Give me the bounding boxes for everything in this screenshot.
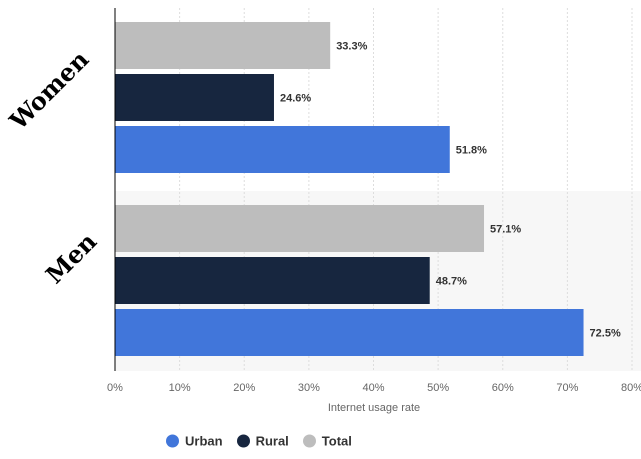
legend-item-total[interactable]: Total <box>302 433 352 449</box>
legend-dot-rural <box>236 434 250 448</box>
bar-women-total[interactable] <box>115 22 331 69</box>
x-tick-label: 50% <box>427 382 449 394</box>
x-tick-label: 60% <box>492 382 514 394</box>
bar-men-total[interactable] <box>115 205 485 252</box>
x-tick-label: 10% <box>169 382 191 394</box>
bar-men-urban[interactable] <box>115 309 584 356</box>
legend-item-rural[interactable]: Rural <box>236 433 289 449</box>
x-tick-label: 20% <box>233 382 255 394</box>
legend-dot-total <box>302 434 316 448</box>
legend-item-urban[interactable]: Urban <box>166 434 223 449</box>
data-label-women-rural: 24.6% <box>280 93 311 105</box>
x-axis-title: Internet usage rate <box>328 402 420 414</box>
data-label-men-urban: 72.5% <box>590 328 621 340</box>
category-label-men: Men <box>40 227 102 289</box>
x-tick-label: 30% <box>298 382 320 394</box>
x-tick-label: 70% <box>556 382 578 394</box>
data-label-women-urban: 51.8% <box>456 145 487 157</box>
data-label-women-total: 33.3% <box>336 41 367 53</box>
bar-men-rural[interactable] <box>115 257 430 304</box>
legend-label-urban: Urban <box>185 433 223 449</box>
bars-group: 33.3% 24.6% 51.8% 57.1% 48.7% 72.5% <box>115 22 621 356</box>
legend-label-rural: Rural <box>255 433 289 449</box>
data-label-men-rural: 48.7% <box>436 276 467 288</box>
bar-women-urban[interactable] <box>115 126 450 173</box>
x-tick-label: 40% <box>362 382 384 394</box>
x-tick-label: 80% <box>621 382 641 394</box>
bar-women-rural[interactable] <box>115 74 274 121</box>
legend: Urban Rural Total <box>166 434 366 449</box>
x-tick-labels: 0% 10% 20% 30% 40% 50% 60% 70% 80% <box>107 382 641 394</box>
legend-dot-urban <box>166 434 179 448</box>
data-label-men-total: 57.1% <box>490 224 521 236</box>
legend-label-total: Total <box>321 433 352 449</box>
x-tick-label: 0% <box>107 382 123 394</box>
category-labels: Women Men <box>3 45 102 290</box>
category-label-women: Women <box>3 45 94 136</box>
